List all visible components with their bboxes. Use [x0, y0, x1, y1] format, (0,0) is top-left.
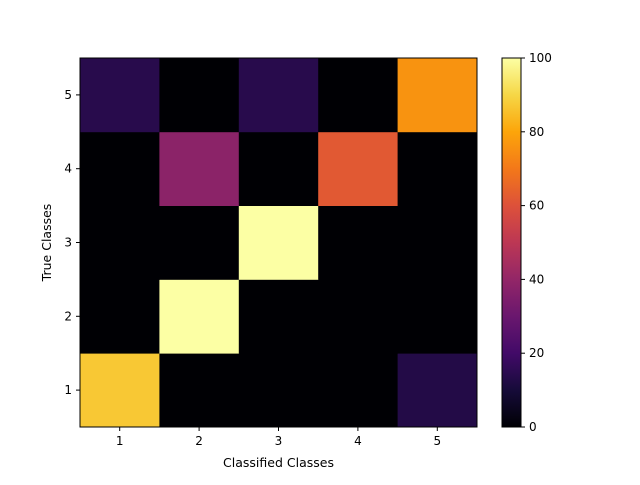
- y-axis-label: True Classes: [39, 204, 54, 283]
- heatmap-cell-true-3-classified-4: [318, 205, 398, 280]
- x-tick-label: 1: [116, 434, 124, 448]
- x-tick-label: 3: [275, 434, 283, 448]
- colorbar-tick-label: 40: [529, 272, 544, 286]
- colorbar-tick-label: 60: [529, 199, 544, 213]
- heatmap-cell-true-2-classified-3: [238, 279, 319, 354]
- y-tick-label: 3: [64, 236, 72, 250]
- heatmap-cell-true-1-classified-5: [397, 353, 478, 428]
- y-axis-ticks: 1 2 3 4 5: [64, 88, 80, 397]
- x-tick-label: 5: [433, 434, 441, 448]
- heatmap-cell-true-4-classified-2: [159, 131, 240, 206]
- heatmap-cell-true-1-classified-2: [159, 353, 240, 428]
- heatmap-cell-true-3-classified-5: [397, 205, 478, 280]
- heatmap-cell-true-1-classified-1: [80, 353, 160, 428]
- heatmap-cell-true-1-classified-3: [238, 353, 319, 428]
- heatmap-cell-true-2-classified-5: [397, 279, 478, 354]
- y-tick-label: 5: [64, 88, 72, 102]
- heatmap-cell-true-3-classified-1: [80, 205, 160, 280]
- colorbar-tick-label: 80: [529, 125, 544, 139]
- x-tick-label: 4: [354, 434, 362, 448]
- heatmap-cell-true-4-classified-4: [318, 131, 398, 206]
- heatmap-cell-true-2-classified-2: [159, 279, 240, 354]
- colorbar-tick-label: 0: [529, 420, 537, 434]
- heatmap-cell-true-4-classified-5: [397, 131, 478, 206]
- heatmap-cell-true-5-classified-2: [159, 58, 240, 133]
- heatmap-cell-true-5-classified-1: [80, 58, 160, 133]
- heatmap-cell-true-3-classified-2: [159, 205, 240, 280]
- y-tick-label: 1: [64, 383, 72, 397]
- heatmap-cell-true-5-classified-4: [318, 58, 398, 133]
- colorbar-tick-label: 100: [529, 51, 552, 65]
- colorbar: [501, 57, 522, 428]
- x-axis-ticks: 1 2 3 4 5: [116, 427, 441, 448]
- colorbar-ticks: 0 20 40 60 80 100: [521, 51, 552, 434]
- heatmap-cell-true-5-classified-5: [397, 58, 478, 133]
- heatmap-cell-true-2-classified-4: [318, 279, 398, 354]
- y-tick-label: 4: [64, 162, 72, 176]
- heatmap-cell-true-4-classified-3: [238, 131, 319, 206]
- colorbar-tick-label: 20: [529, 346, 544, 360]
- heatmap-cell-true-1-classified-4: [318, 353, 398, 428]
- x-axis-label: Classified Classes: [223, 455, 334, 470]
- heatmap-cell-true-2-classified-1: [80, 279, 160, 354]
- heatmap-cell-true-3-classified-3: [238, 205, 319, 280]
- heatmap-cell-true-5-classified-3: [238, 58, 319, 133]
- heatmap-cells: [80, 58, 478, 428]
- y-tick-label: 2: [64, 309, 72, 323]
- x-tick-label: 2: [195, 434, 203, 448]
- heatmap-cell-true-4-classified-1: [80, 131, 160, 206]
